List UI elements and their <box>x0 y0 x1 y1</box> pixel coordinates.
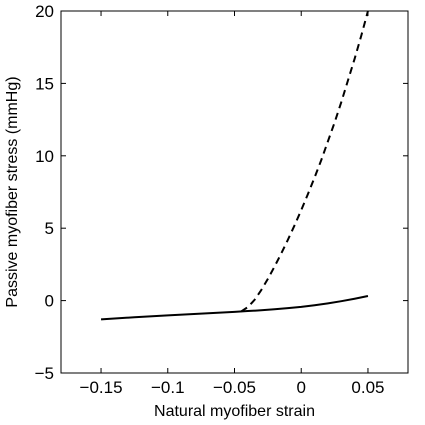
x-tick-label: −0.05 <box>213 378 256 397</box>
x-axis-label: Natural myofiber strain <box>154 403 315 420</box>
y-tick-label: 15 <box>35 74 54 93</box>
ticks-layer: −0.15 −0.1 −0.05 0 0.05 −5 0 5 10 15 20 <box>35 2 408 397</box>
dashed-series-line <box>240 10 369 313</box>
x-tick-label: 0 <box>296 378 305 397</box>
y-tick-label: 0 <box>45 292 54 311</box>
y-tick-label: 20 <box>35 2 54 21</box>
x-tick-label: −0.1 <box>151 378 185 397</box>
x-tick-label: −0.15 <box>80 378 123 397</box>
x-tick-label: 0.05 <box>351 378 384 397</box>
plot-frame <box>60 10 409 374</box>
y-tick-label: 10 <box>35 147 54 166</box>
y-tick-label: 5 <box>45 219 54 238</box>
y-axis-label: Passive myofiber stress (mmHg) <box>4 76 21 307</box>
series-layer <box>100 10 369 321</box>
solid-series-line <box>100 294 369 321</box>
y-tick-label: −5 <box>35 364 54 383</box>
